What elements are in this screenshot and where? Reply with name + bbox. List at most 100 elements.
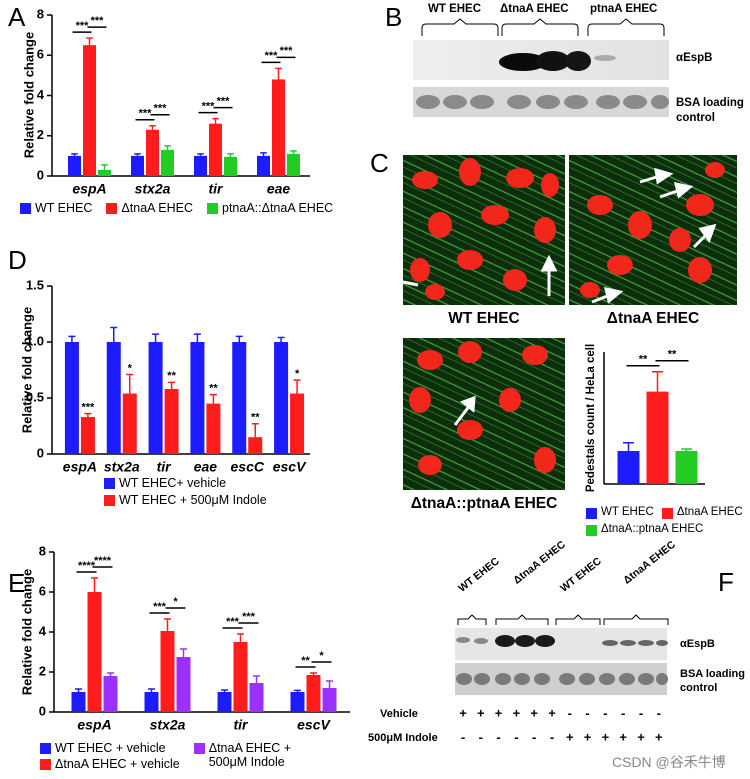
y-tick-label: 4 (39, 623, 47, 638)
treatment-sign: + (548, 705, 556, 720)
x-tick-label: escC (231, 459, 265, 475)
y-tick-label: 1.5 (26, 277, 44, 292)
blot-b (413, 18, 669, 117)
treatment-sign: + (459, 705, 467, 720)
blot-band (499, 53, 547, 71)
nuclei (409, 158, 725, 475)
bar (675, 451, 698, 484)
y-tick-label: 8 (39, 543, 46, 558)
band-label: αEspB (680, 638, 715, 650)
significance-label: *** (76, 20, 90, 32)
legend-label: WT EHEC + vehicle (55, 741, 166, 755)
legend-label: ΔtnaA EHEC (121, 201, 193, 215)
treatment-sign: - (603, 705, 607, 720)
y-tick-label: 0 (39, 703, 46, 718)
legend-swatch (661, 508, 673, 519)
error-bar (310, 672, 317, 675)
error-bar (164, 145, 171, 150)
bar (122, 393, 137, 454)
bar (232, 342, 247, 454)
significance-label: *** (242, 611, 256, 623)
y-axis-label: Relative fold change (21, 32, 36, 158)
panel-label: F (718, 567, 734, 597)
x-tick-label: espA (63, 459, 97, 475)
panel-label: A (8, 2, 26, 32)
treatment-sign: - (496, 729, 500, 744)
legend-swatch (20, 203, 31, 214)
legend: WT EHEC+ vehicle WT EHEC + 500μM Indole (104, 476, 267, 507)
bar (272, 79, 285, 176)
bar (190, 342, 205, 454)
error-bar (681, 448, 692, 451)
significance-label: * (128, 362, 133, 374)
error-bar (68, 335, 76, 342)
bar (160, 631, 175, 712)
bar (233, 642, 248, 712)
error-bar (197, 153, 204, 156)
bar (131, 155, 144, 176)
legend-item: ΔtnaA EHEC + vehicle (40, 757, 180, 771)
image-label: ΔtnaA EHEC (606, 310, 700, 327)
treatment-sign: - (514, 729, 518, 744)
legend-label: WT EHEC + 500μM Indole (119, 493, 267, 507)
y-tick-label: 4 (37, 87, 45, 102)
legend-swatch (104, 478, 115, 489)
error-bar (164, 618, 171, 631)
bar-chart: Pedestals count / HeLa cell ** ** (585, 344, 705, 492)
arrows (402, 167, 717, 426)
y-axis-label: Pedestals count / HeLa cell (585, 344, 597, 492)
bar (144, 692, 159, 712)
bar (148, 342, 163, 454)
legend-item: ΔtnaA::ptnaA EHEC (586, 523, 703, 536)
legend-swatch (207, 203, 218, 214)
significance-label: *** (217, 96, 231, 108)
treatment-sign: + (619, 729, 627, 744)
treatment-sign: + (513, 705, 521, 720)
bar (146, 129, 159, 176)
legend-label: ΔtnaA EHEC (676, 506, 743, 518)
error-bar (253, 675, 260, 683)
error-bar (277, 336, 285, 342)
legend-swatch (40, 759, 51, 770)
significance-label: ** (209, 383, 218, 395)
significance-label: * (173, 596, 178, 608)
treatment-sign: + (637, 729, 645, 744)
blot-f (455, 614, 669, 695)
y-tick-label: 8 (37, 6, 44, 21)
lane-bracket (501, 18, 579, 36)
x-tick-label: eae (267, 181, 291, 197)
blot-band (536, 51, 570, 71)
bar (224, 156, 237, 176)
band-label: BSA loading control (680, 668, 745, 694)
error-bar (212, 117, 219, 124)
bar (322, 688, 337, 712)
y-axis-label: Relative fold change (19, 569, 34, 695)
bar (209, 123, 222, 176)
error-bar (623, 442, 634, 451)
error-bar (107, 672, 114, 676)
treatment-sign: + (530, 705, 538, 720)
blot-bands (456, 635, 668, 647)
treatment-sign: + (602, 729, 610, 744)
legend-item: ΔtnaA EHEC (106, 201, 193, 215)
error-bar (148, 688, 155, 692)
x-tick-label: stx2a (104, 459, 140, 475)
legend-swatch (106, 203, 118, 214)
significance-label: * (295, 368, 300, 380)
bar (306, 675, 321, 712)
legend-label: WT EHEC+ vehicle (119, 476, 227, 490)
legend-item: WT EHEC + 500μM Indole (104, 493, 267, 507)
lane-label: ΔtnaA EHEC (511, 538, 568, 586)
bar (249, 683, 264, 712)
legend-item: WT EHEC + vehicle (40, 741, 180, 755)
bar (68, 155, 81, 176)
significance-label: **** (94, 555, 112, 567)
lane-label: WT EHEC (456, 555, 502, 595)
error-bar (110, 326, 118, 342)
legend-swatch (193, 743, 205, 754)
treatment-sign: + (584, 729, 592, 744)
y-tick-label: 6 (37, 47, 44, 62)
significance-label: **** (78, 560, 96, 572)
bar (287, 153, 300, 176)
